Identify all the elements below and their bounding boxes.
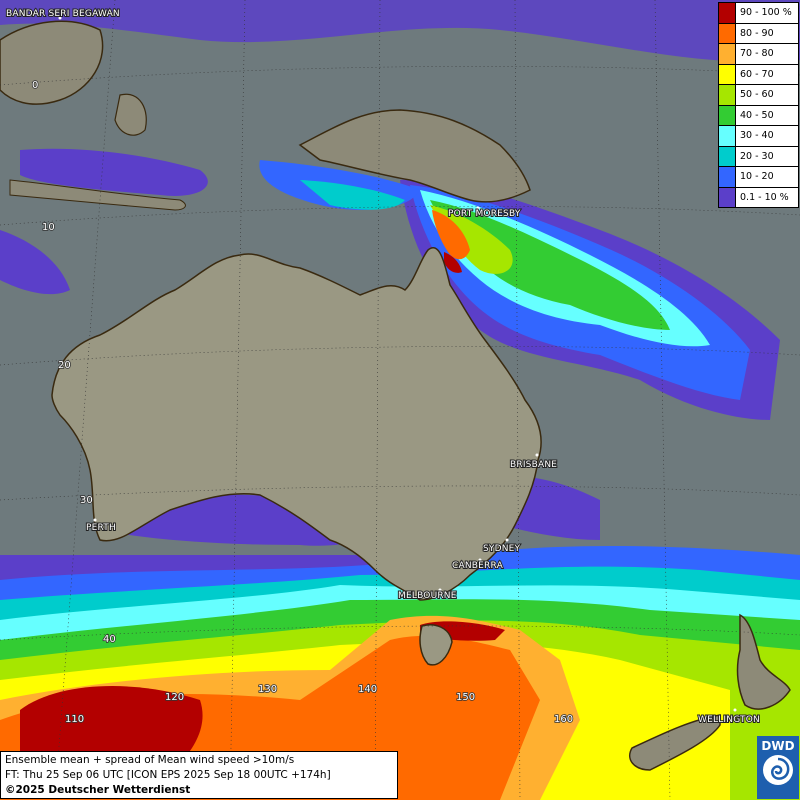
legend-label: 50 - 60 (740, 89, 774, 101)
city-marker (478, 558, 482, 562)
new-guinea (298, 109, 531, 203)
legend-row: 50 - 60 (719, 85, 798, 106)
legend-row: 60 - 70 (719, 64, 798, 85)
city-port-moresby: PORT MORESBY (448, 209, 521, 219)
legend-label: 90 - 100 % (740, 7, 792, 19)
city-marker (733, 708, 737, 712)
city-canberra: CANBERRA (452, 561, 504, 571)
legend-swatch (719, 85, 736, 105)
borneo-sulawesi (0, 20, 104, 105)
legend-row: 10 - 20 (719, 167, 798, 188)
lon-label-140: 140 (358, 684, 377, 695)
legend-label: 60 - 70 (740, 68, 774, 80)
lon-label-150: 150 (456, 692, 475, 703)
city-brisbane: BRISBANE (510, 460, 557, 470)
lat-label-10: 10 (42, 222, 55, 233)
legend-swatch (719, 187, 736, 207)
legend-row: 0.1 - 10 % (719, 187, 798, 207)
lon-label-110: 110 (65, 714, 84, 725)
city-marker (505, 538, 509, 542)
legend-swatch (719, 44, 736, 64)
legend-label: 20 - 30 (740, 150, 774, 162)
footer-copyright: ©2025 Deutscher Wetterdienst (5, 784, 191, 796)
legend-row: 30 - 40 (719, 126, 798, 147)
lon-label-120: 120 (165, 692, 184, 703)
new-zealand-south (629, 714, 721, 771)
legend-swatch (719, 167, 736, 187)
city-wellington: WELLINGTON (698, 715, 760, 725)
city-marker (476, 206, 480, 210)
dwd-swirl-icon (763, 755, 793, 785)
map-footer: Ensemble mean + spread of Mean wind spee… (0, 751, 398, 799)
dwd-logo: DWD (757, 736, 799, 799)
lat-label-0: 0 (32, 80, 38, 91)
city-perth: PERTH (86, 523, 116, 533)
city-melbourne: MELBOURNE (398, 591, 457, 601)
city-sydney: SYDNEY (483, 544, 521, 554)
legend-swatch (719, 126, 736, 146)
lat-label-40: 40 (103, 634, 116, 645)
legend-label: 80 - 90 (740, 27, 774, 39)
city-marker (438, 588, 442, 592)
lon-label-160: 160 (554, 714, 573, 725)
new-zealand-north (736, 613, 791, 710)
tasmania (419, 624, 453, 666)
legend-row: 70 - 80 (719, 44, 798, 65)
legend-swatch (719, 64, 736, 84)
legend-label: 40 - 50 (740, 109, 774, 121)
legend-row: 20 - 30 (719, 146, 798, 167)
probability-legend: 90 - 100 % 80 - 90 70 - 80 60 - 70 50 - 60 40… (718, 2, 799, 208)
legend-swatch (719, 146, 736, 166)
legend-swatch (719, 3, 736, 23)
legend-swatch (719, 23, 736, 43)
lat-label-20: 20 (58, 360, 71, 371)
legend-label: 30 - 40 (740, 130, 774, 142)
legend-label: 0.1 - 10 % (740, 191, 789, 203)
footer-product-title: Ensemble mean + spread of Mean wind spee… (5, 754, 295, 766)
city-marker (535, 453, 539, 457)
city-labels: BANDAR SERI BEGAWAN PORT MORESBY BRISBAN… (5, 8, 761, 726)
land-masses (0, 20, 791, 771)
legend-swatch (719, 105, 736, 125)
legend-row: 90 - 100 % (719, 3, 798, 24)
legend-row: 40 - 50 (719, 105, 798, 126)
australia (51, 247, 542, 601)
lat-label-30: 30 (80, 495, 93, 506)
legend-label: 70 - 80 (740, 48, 774, 60)
lon-label-130: 130 (258, 684, 277, 695)
city-bandar-seri-begawan: BANDAR SERI BEGAWAN (6, 9, 120, 19)
legend-label: 10 - 20 (740, 171, 774, 183)
footer-forecast-time: FT: Thu 25 Sep 06 UTC [ICON EPS 2025 Sep… (5, 769, 331, 781)
city-marker (93, 518, 97, 522)
city-marker (58, 16, 62, 20)
dwd-logo-text: DWD (761, 739, 795, 753)
legend-row: 80 - 90 (719, 23, 798, 44)
